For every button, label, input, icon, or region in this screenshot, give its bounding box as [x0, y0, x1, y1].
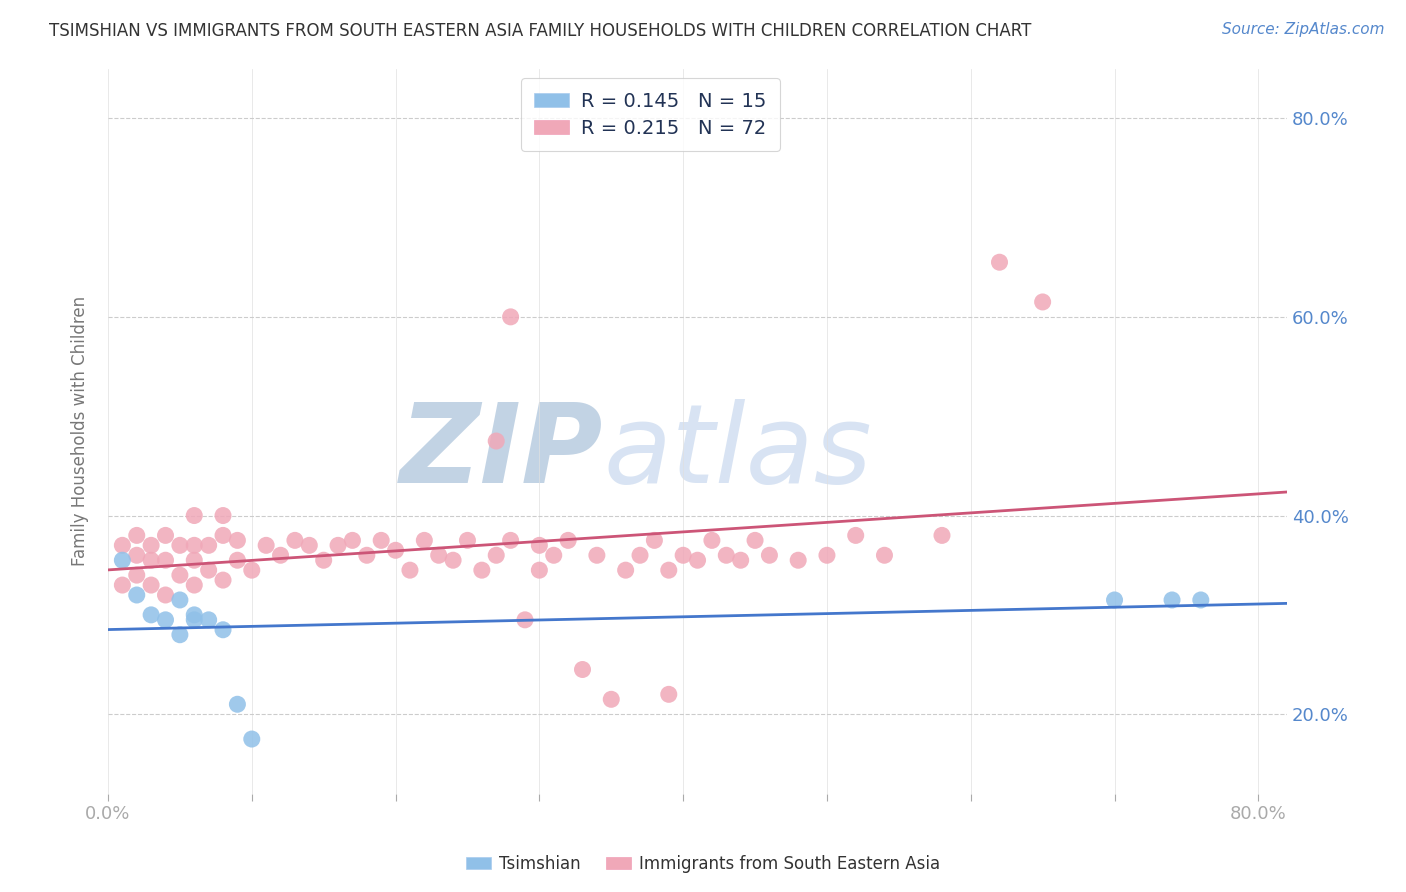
Point [240, 563, 263, 577]
Point [111, 553, 134, 567]
Point [485, 434, 508, 448]
Point [873, 548, 896, 562]
Text: atlas: atlas [603, 400, 872, 507]
Point [155, 528, 177, 542]
Text: TSIMSHIAN VS IMMIGRANTS FROM SOUTH EASTERN ASIA FAMILY HOUSEHOLDS WITH CHILDREN : TSIMSHIAN VS IMMIGRANTS FROM SOUTH EASTE… [49, 22, 1032, 40]
Point [169, 538, 191, 552]
Point [240, 732, 263, 747]
Point [139, 607, 162, 622]
Point [125, 568, 148, 582]
Point [183, 607, 205, 622]
Point [139, 578, 162, 592]
Legend: R = 0.145   N = 15, R = 0.215   N = 72: R = 0.145 N = 15, R = 0.215 N = 72 [520, 78, 780, 152]
Point [543, 548, 565, 562]
Point [111, 538, 134, 552]
Text: Source: ZipAtlas.com: Source: ZipAtlas.com [1222, 22, 1385, 37]
Point [471, 563, 494, 577]
Point [212, 573, 235, 587]
Point [513, 613, 536, 627]
Point [456, 533, 478, 548]
Point [342, 533, 364, 548]
Point [1189, 593, 1212, 607]
Point [254, 538, 277, 552]
Point [716, 548, 738, 562]
Point [169, 628, 191, 642]
Point [197, 538, 219, 552]
Point [384, 543, 406, 558]
Point [155, 613, 177, 627]
Point [139, 538, 162, 552]
Point [183, 553, 205, 567]
Point [658, 563, 681, 577]
Point [226, 533, 249, 548]
Point [183, 538, 205, 552]
Point [529, 538, 551, 552]
Point [399, 563, 422, 577]
Point [169, 593, 191, 607]
Y-axis label: Family Households with Children: Family Households with Children [72, 296, 89, 566]
Point [197, 563, 219, 577]
Point [212, 623, 235, 637]
Point [700, 533, 723, 548]
Point [111, 578, 134, 592]
Point [672, 548, 695, 562]
Point [270, 548, 292, 562]
Point [744, 533, 766, 548]
Point [499, 533, 522, 548]
Point [155, 588, 177, 602]
Point [730, 553, 752, 567]
Point [197, 613, 219, 627]
Point [125, 548, 148, 562]
Point [125, 528, 148, 542]
Point [226, 698, 249, 712]
Point [557, 533, 579, 548]
Point [614, 563, 637, 577]
Point [845, 528, 868, 542]
Point [427, 548, 450, 562]
Point [628, 548, 651, 562]
Point [413, 533, 436, 548]
Point [787, 553, 810, 567]
Text: ZIP: ZIP [399, 400, 603, 507]
Point [125, 588, 148, 602]
Point [1104, 593, 1126, 607]
Point [139, 553, 162, 567]
Point [1161, 593, 1184, 607]
Point [815, 548, 838, 562]
Point [1032, 295, 1054, 310]
Point [226, 553, 249, 567]
Legend: Tsimshian, Immigrants from South Eastern Asia: Tsimshian, Immigrants from South Eastern… [460, 848, 946, 880]
Point [356, 548, 378, 562]
Point [183, 508, 205, 523]
Point [643, 533, 665, 548]
Point [284, 533, 307, 548]
Point [212, 508, 235, 523]
Point [441, 553, 464, 567]
Point [586, 548, 609, 562]
Point [212, 528, 235, 542]
Point [183, 578, 205, 592]
Point [169, 568, 191, 582]
Point [931, 528, 953, 542]
Point [529, 563, 551, 577]
Point [600, 692, 623, 706]
Point [183, 613, 205, 627]
Point [758, 548, 780, 562]
Point [571, 663, 593, 677]
Point [155, 553, 177, 567]
Point [988, 255, 1011, 269]
Point [658, 687, 681, 701]
Point [312, 553, 335, 567]
Point [686, 553, 709, 567]
Point [298, 538, 321, 552]
Point [485, 548, 508, 562]
Point [326, 538, 349, 552]
Point [499, 310, 522, 324]
Point [370, 533, 392, 548]
